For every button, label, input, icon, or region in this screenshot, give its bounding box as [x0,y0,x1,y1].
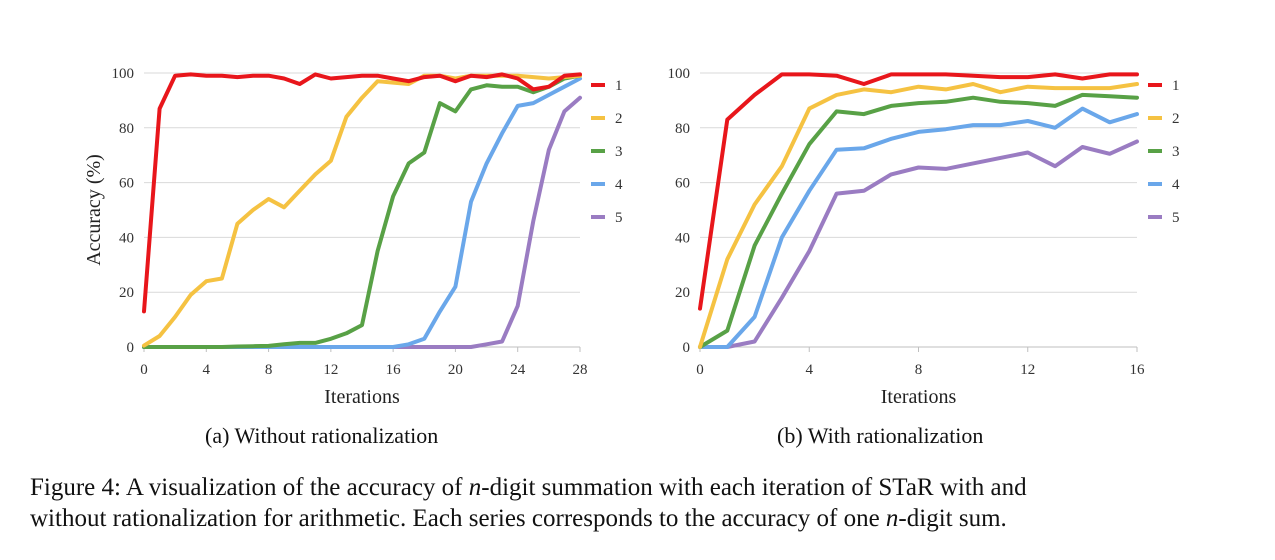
legend-label-a-2: 2 [615,111,623,127]
caption-line1-suffix: -digit summation with each iteration of … [481,474,1027,501]
caption-var-n-2: n [885,505,899,532]
caption-line-1: Figure 4: A visualization of the accurac… [30,472,1255,503]
x-tick-label-b-4: 4 [806,362,814,378]
legend-label-b-1: 1 [1172,78,1180,94]
caption-line2-prefix: without rationalization for arithmetic. … [30,505,886,532]
y-tick-label-a-40: 40 [119,230,134,246]
y-tick-label-b-40: 40 [675,230,690,246]
figure-caption: Figure 4: A visualization of the accurac… [30,472,1255,534]
caption-line-2: without rationalization for arithmetic. … [30,503,1255,534]
caption-var-n: n [468,474,482,501]
x-tick-label-a-4: 4 [203,362,211,378]
caption-line1-prefix: Figure 4: A visualization of the accurac… [30,474,469,501]
y-tick-label-b-80: 80 [675,121,690,137]
caption-line2-suffix: -digit sum. [898,505,1007,532]
x-tick-label-a-28: 28 [573,362,588,378]
series-line-a-1 [142,72,582,314]
x-tick-label-b-16: 16 [1130,362,1146,378]
legend-label-a-4: 4 [615,177,623,193]
subcaption-a: (a) Without rationalization [205,423,439,448]
x-axis-title-b: Iterations [881,386,957,408]
series-line-b-3 [698,92,1139,349]
series-line-b-4 [698,106,1139,349]
legend-label-b-4: 4 [1172,177,1180,193]
series-line-b-1 [698,72,1139,311]
x-tick-label-a-0: 0 [140,362,148,378]
subcaption-b: (b) With rationalization [777,423,984,448]
y-tick-label-b-20: 20 [675,285,690,301]
y-tick-label-b-60: 60 [675,176,690,192]
legend-label-a-1: 1 [615,78,623,94]
y-tick-label-a-0: 0 [127,340,135,356]
legend-label-b-2: 2 [1172,111,1180,127]
legend-label-b-3: 3 [1172,144,1180,160]
y-tick-label-b-100: 100 [668,66,691,82]
x-tick-label-b-0: 0 [696,362,704,378]
y-tick-label-a-100: 100 [112,66,135,82]
x-tick-label-a-20: 20 [448,362,463,378]
x-tick-label-a-12: 12 [323,362,338,378]
y-tick-label-a-60: 60 [119,176,134,192]
y-tick-label-a-80: 80 [119,121,134,137]
x-tick-label-b-8: 8 [915,362,923,378]
y-tick-label-a-20: 20 [119,285,134,301]
legend-label-a-5: 5 [615,210,623,226]
x-tick-label-a-24: 24 [510,362,526,378]
series-line-b-5 [698,139,1139,349]
y-axis-title-a: Accuracy (%) [83,154,105,266]
x-tick-label-a-8: 8 [265,362,273,378]
legend-label-a-3: 3 [615,144,623,160]
x-axis-title-a: Iterations [324,386,400,408]
x-tick-label-a-16: 16 [386,362,402,378]
x-tick-label-b-12: 12 [1020,362,1035,378]
series-line-a-3 [142,73,582,349]
y-tick-label-b-0: 0 [683,340,691,356]
legend-label-b-5: 5 [1172,210,1180,226]
series-line-b-2 [698,82,1139,349]
